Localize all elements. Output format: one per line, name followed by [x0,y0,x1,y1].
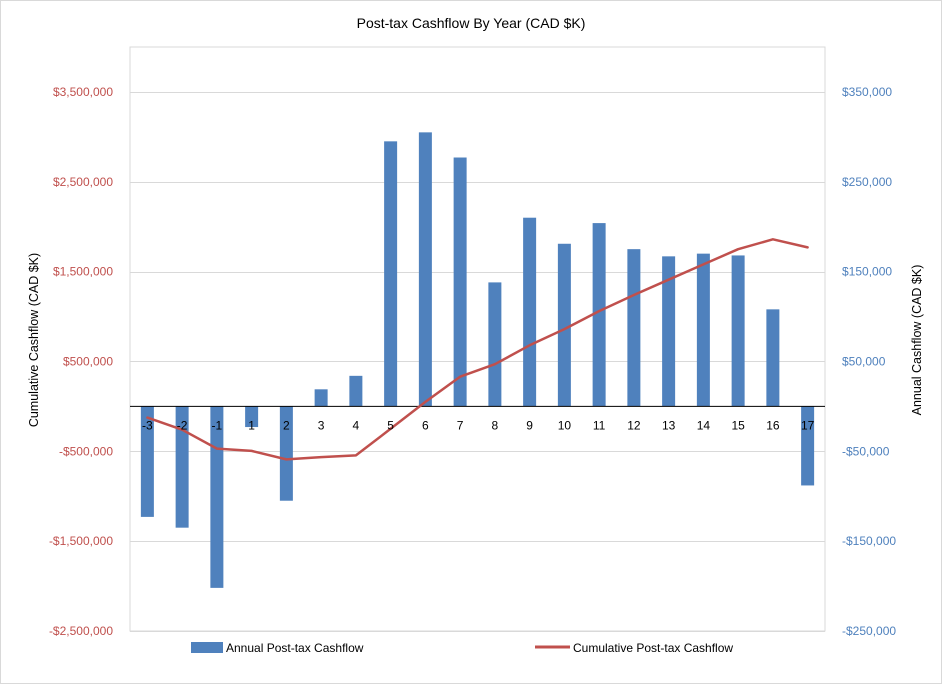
x-tick-label: 13 [662,418,676,432]
left-tick-label: $3,500,000 [53,85,113,99]
bar-annual-cashflow [210,406,224,588]
x-tick-label: 1 [248,418,255,432]
x-tick-layer: -3 -2 -1 1 2 3 4 5 6 7 8 9 10 11 12 13 14 15 16 17 [142,418,815,432]
right-tick-label: $250,000 [842,175,892,189]
bar-annual-cashflow [488,282,502,407]
left-tick-label: $500,000 [63,354,113,368]
bar-annual-cashflow [696,253,710,407]
x-tick-label: 5 [387,418,394,432]
x-tick-label: 6 [422,418,429,432]
bar-annual-cashflow [279,406,293,501]
line-layer [146,238,809,461]
left-tick-label: -$500,000 [59,444,113,458]
x-tick-label: 10 [558,418,572,432]
right-tick-layer: $350,000 $250,000 $150,000 $50,000 -$50,000 -… [842,85,896,638]
line-cumulative-cashflow [146,238,809,461]
legend-bar-label: Annual Post-tax Cashflow [226,641,364,655]
x-tick-label: 2 [283,418,290,432]
left-axis-title: Cumulative Cashflow (CAD $K) [27,253,41,427]
x-tick-label: -3 [142,418,153,432]
x-tick-label: 3 [318,418,325,432]
x-tick-label: 4 [353,418,360,432]
right-axis-title: Annual Cashflow (CAD $K) [910,265,924,416]
bar-annual-cashflow [245,406,259,428]
left-tick-label: -$1,500,000 [49,534,113,548]
legend-bar-swatch [191,642,223,653]
right-tick-label: $350,000 [842,85,892,99]
right-tick-label: $50,000 [842,354,886,368]
x-tick-label: 12 [627,418,641,432]
right-tick-label: -$50,000 [842,444,890,458]
bars-layer [140,132,815,588]
legend-line-label: Cumulative Post-tax Cashflow [573,641,733,655]
bar-annual-cashflow [731,255,745,407]
left-tick-layer: $3,500,000 $2,500,000 $1,500,000 $500,000 -$… [49,85,113,638]
bar-annual-cashflow [523,217,537,407]
chart-title: Post-tax Cashflow By Year (CAD $K) [357,15,586,31]
bar-annual-cashflow [418,132,432,407]
left-tick-label: $2,500,000 [53,175,113,189]
legend: Annual Post-tax Cashflow Cumulative Post… [191,641,733,655]
bar-annual-cashflow [557,243,571,407]
bar-annual-cashflow [766,309,780,407]
bar-annual-cashflow [384,141,398,407]
bar-annual-cashflow [801,406,815,486]
bar-annual-cashflow [662,256,676,407]
right-tick-label: -$150,000 [842,534,896,548]
right-tick-label: -$250,000 [842,624,896,638]
bar-annual-cashflow [627,249,641,407]
left-tick-label: $1,500,000 [53,265,113,279]
bar-annual-cashflow [140,406,154,517]
bar-annual-cashflow [453,157,467,407]
bar-annual-cashflow [349,375,363,407]
x-tick-label: 14 [697,418,711,432]
x-tick-label: -2 [177,418,188,432]
bar-annual-cashflow [314,389,328,407]
x-tick-label: -1 [212,418,223,432]
x-tick-label: 7 [457,418,464,432]
x-tick-label: 9 [526,418,533,432]
left-tick-label: -$2,500,000 [49,624,113,638]
x-tick-label: 11 [593,418,606,432]
x-tick-label: 17 [801,418,815,432]
bar-annual-cashflow [592,223,606,407]
bar-annual-cashflow [175,406,189,528]
right-tick-label: $150,000 [842,265,892,279]
x-tick-label: 16 [766,418,780,432]
x-tick-label: 8 [492,418,499,432]
x-tick-label: 15 [731,418,745,432]
